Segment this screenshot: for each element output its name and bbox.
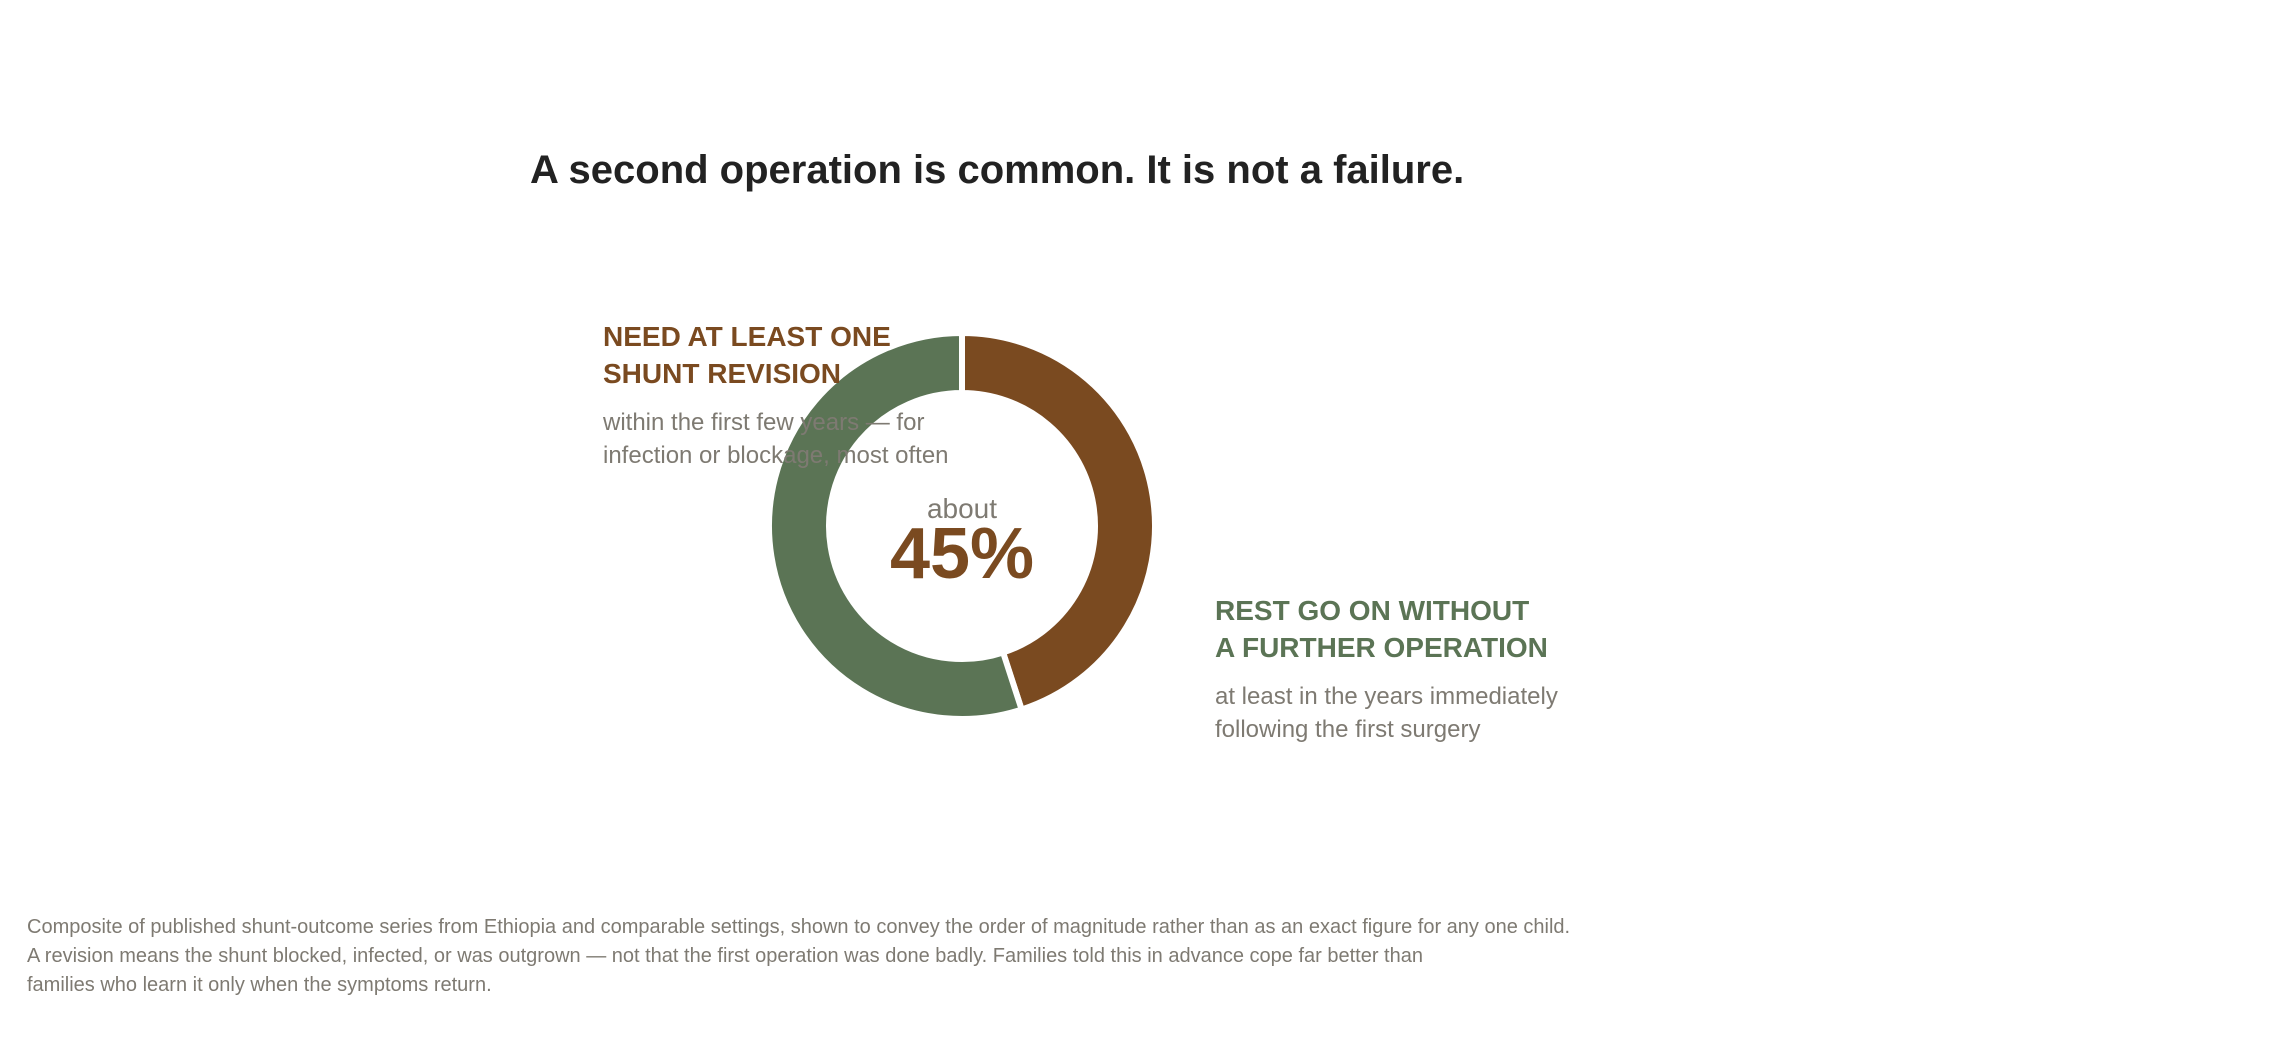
footnote-line: A revision means the shunt blocked, infe… (27, 945, 1423, 967)
revision-callout-heading: NEED AT LEAST ONE SHUNT REVISION (603, 321, 891, 389)
center-value-label: 45% (890, 514, 1034, 594)
rest-callout-description: at least in the years immediately follow… (1215, 683, 1558, 743)
rest-callout: REST GO ON WITHOUT A FURTHER OPERATION a… (1215, 592, 1615, 746)
footnote-line: Composite of published shunt-outcome ser… (27, 916, 1571, 938)
donut-slices (766, 329, 1158, 722)
chart-title: A second operation is common. It is not … (530, 148, 1465, 192)
source-footnote: Composite of published shunt-outcome ser… (27, 913, 1727, 1000)
rest-slice (766, 329, 1026, 722)
revision-callout-description: within the first few years — for infecti… (603, 409, 949, 469)
revision-slice (959, 329, 1158, 714)
footnote-line: families who learn it only when the symp… (27, 974, 492, 996)
center-prefix-label: about (927, 493, 997, 524)
rest-callout-heading: REST GO ON WITHOUT A FURTHER OPERATION (1215, 595, 1548, 663)
revision-callout: NEED AT LEAST ONE SHUNT REVISION within … (603, 318, 1003, 472)
